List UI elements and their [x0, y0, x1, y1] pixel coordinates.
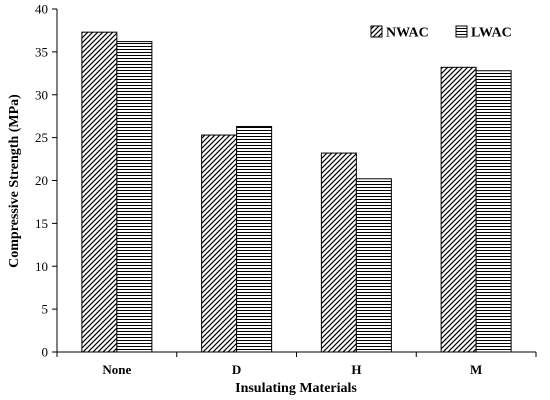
- y-tick-label: 35: [35, 44, 48, 59]
- x-axis-title: Insulating Materials: [235, 381, 357, 396]
- legend-label-lwac: LWAC: [471, 26, 512, 41]
- y-tick-label: 30: [35, 87, 48, 102]
- y-tick-label: 15: [35, 216, 48, 231]
- y-axis-title: Compressive Strength (MPa): [7, 94, 22, 268]
- y-tick-label: 0: [42, 345, 49, 360]
- bar-lwac-none: [116, 41, 153, 353]
- x-tick-label: H: [351, 362, 361, 377]
- y-tick-label: 10: [35, 259, 48, 274]
- legend-swatch-lwac: [455, 25, 468, 38]
- bar-lwac-d: [236, 125, 273, 353]
- y-tick-label: 20: [35, 173, 48, 188]
- y-tick-label: 40: [35, 2, 48, 17]
- legend-label-nwac: NWAC: [386, 26, 429, 41]
- y-tick-label: 25: [35, 130, 48, 145]
- bar-lwac-h: [355, 178, 392, 353]
- x-tick-label: None: [102, 362, 131, 377]
- bar-nwac-m: [440, 66, 477, 353]
- legend-swatch-nwac: [370, 25, 383, 38]
- bar-nwac-none: [81, 31, 118, 353]
- y-tick-label: 5: [42, 302, 49, 317]
- bar-nwac-h: [320, 152, 357, 353]
- x-tick-label: M: [470, 362, 482, 377]
- x-tick-label: D: [232, 362, 241, 377]
- bar-lwac-m: [475, 70, 512, 353]
- bar-nwac-d: [201, 134, 238, 353]
- legend: NWAC LWAC: [370, 25, 512, 41]
